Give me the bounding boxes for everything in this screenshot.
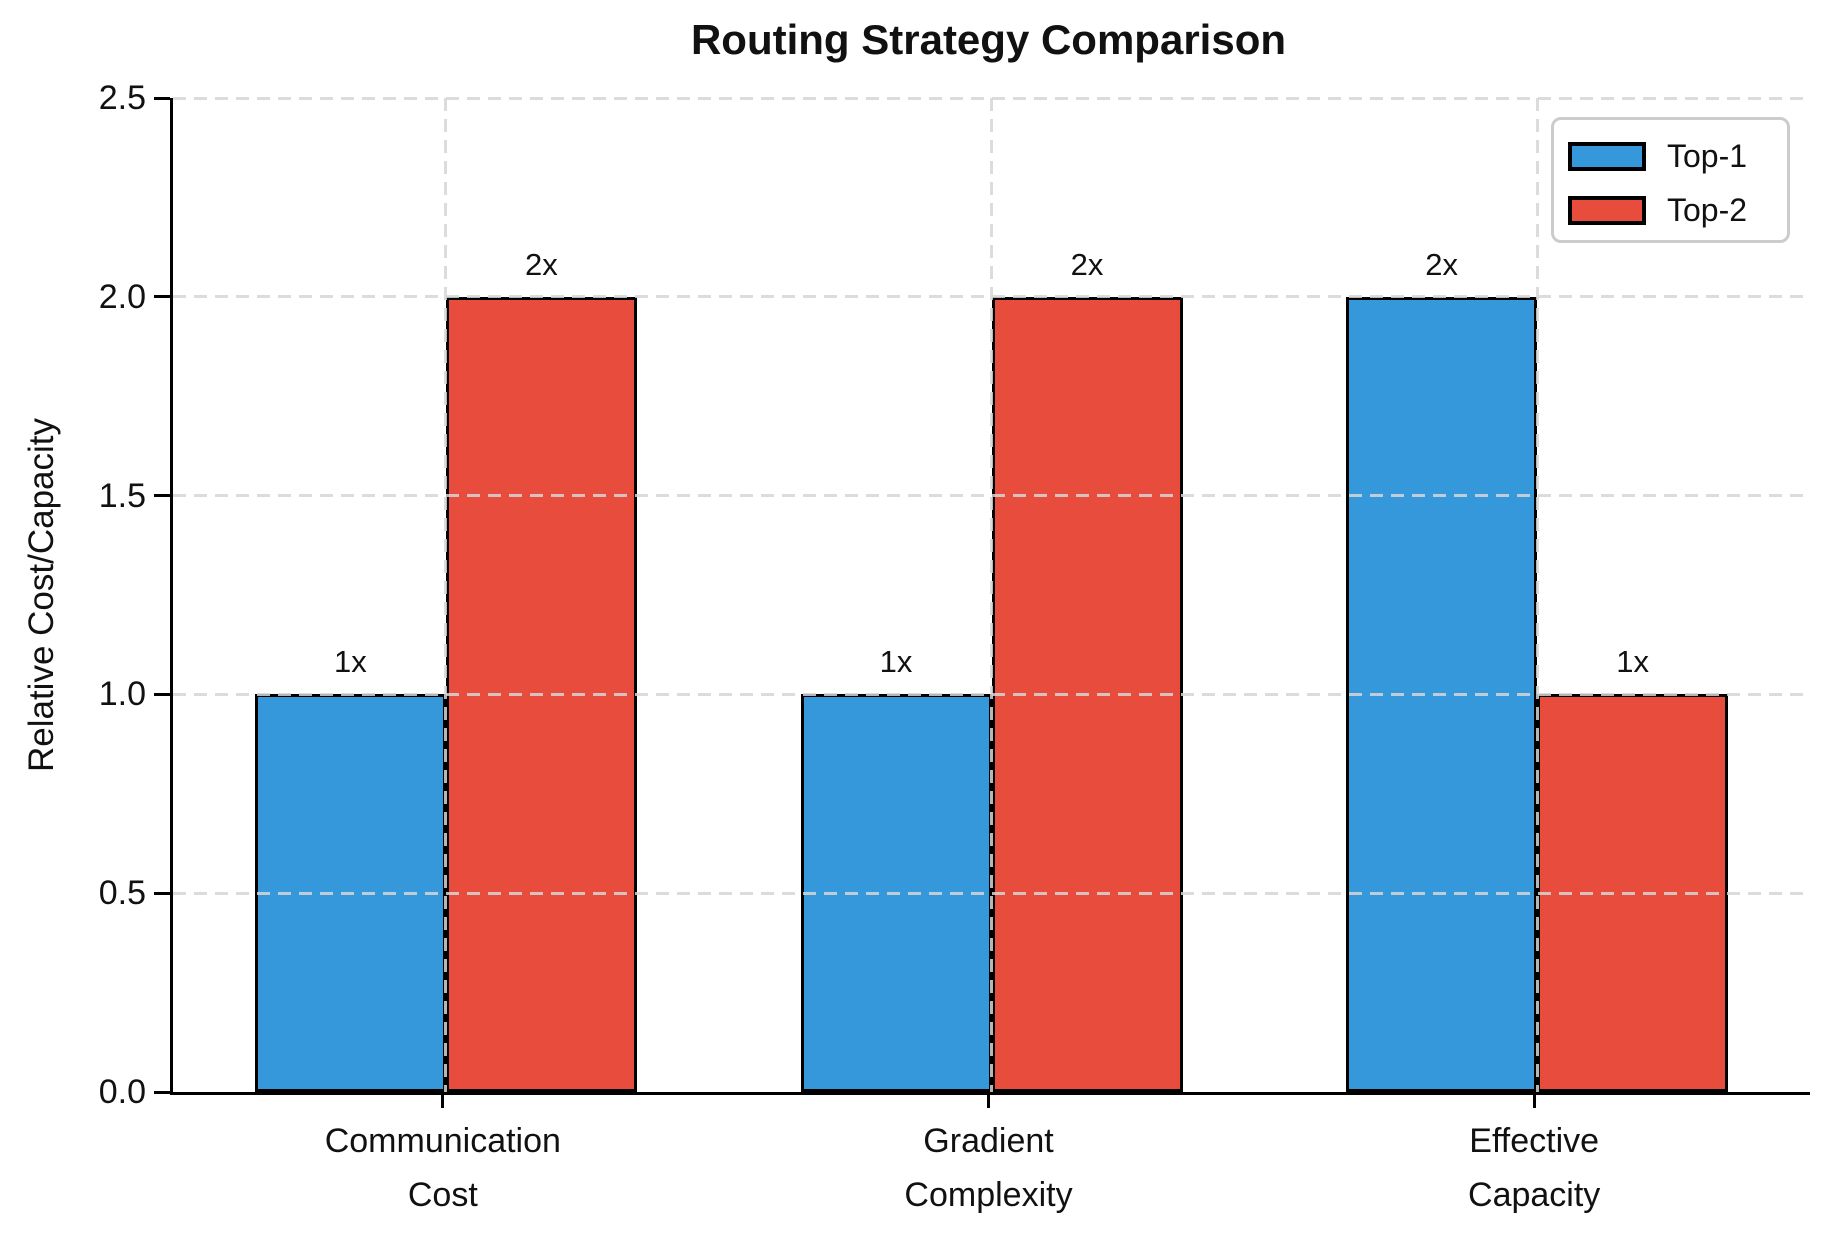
legend-swatch-top-2 [1568, 195, 1646, 225]
gridline-v-1 [990, 98, 993, 1092]
y-tick-0.5 [154, 891, 170, 895]
bar-value-label: 1x [1616, 644, 1650, 680]
x-tick-2 [1532, 1092, 1536, 1108]
x-tick-label-0: Communication Cost [324, 1122, 561, 1214]
x-tick-label-2: Effective Capacity [1468, 1122, 1601, 1214]
gridline-v-0 [444, 98, 448, 1092]
y-tick-label-1.0: 1.0 [98, 675, 146, 714]
bar-value-label: 2x [1070, 246, 1104, 282]
legend-row-top-1: Top-1 [1568, 133, 1773, 179]
y-tick-1.5 [154, 494, 170, 498]
bar-value-label: 1x [879, 644, 913, 680]
bar-value-label: 2x [1425, 246, 1459, 282]
x-tick-1 [987, 1092, 990, 1108]
y-tick-1.0 [154, 692, 170, 696]
legend-swatch-top-1 [1568, 141, 1646, 171]
legend-label-top-1: Top-1 [1667, 137, 1748, 174]
y-axis-label: Relative Cost/Capacity [22, 417, 61, 773]
y-tick-2.0 [154, 295, 170, 299]
bar-value-label: 1x [333, 644, 367, 680]
x-tick-label-1: Gradient Complexity [904, 1122, 1073, 1214]
x-tick-0 [441, 1092, 445, 1108]
y-tick-0.0 [154, 1090, 170, 1094]
y-tick-label-0.0: 0.0 [98, 1073, 146, 1111]
y-tick-label-2.0: 2.0 [98, 277, 146, 316]
y-tick-2.5 [154, 96, 170, 100]
y-tick-label-1.5: 1.5 [98, 476, 146, 515]
plot-area: 1x 1x 2x 2x 2x 1x Top-1 Top-2 [170, 96, 1810, 1095]
legend: Top-1 Top-2 [1551, 117, 1790, 243]
gridline-v-2 [1535, 98, 1539, 1092]
bar-labels-layer: 1x 1x 2x 2x 2x 1x [173, 98, 1810, 1092]
y-tick-label-2.5: 2.5 [98, 79, 146, 117]
bar-value-label: 2x [524, 246, 558, 282]
y-tick-label-0.5: 0.5 [98, 874, 146, 913]
grid-layer [173, 96, 1810, 1092]
legend-row-top-2: Top-2 [1568, 187, 1773, 233]
legend-label-top-2: Top-2 [1667, 191, 1748, 228]
chart-title: Routing Strategy Comparison [690, 16, 1287, 63]
